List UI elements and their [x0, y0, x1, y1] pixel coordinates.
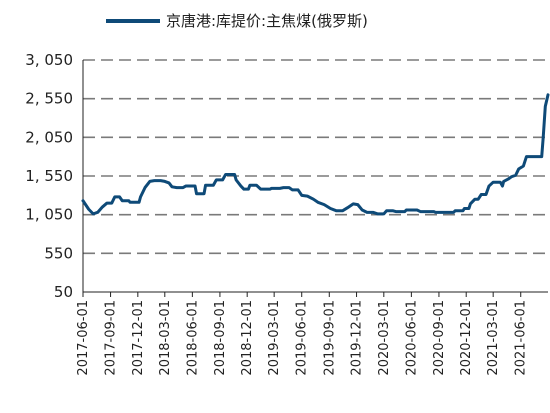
axes	[82, 60, 548, 293]
x-tick-label: 2018-06-01	[185, 300, 200, 376]
x-tick-label: 2020-12-01	[459, 300, 474, 376]
x-tick-label: 2020-06-01	[404, 300, 419, 376]
y-tick-label: 2, 050	[25, 128, 73, 146]
series-layer	[81, 93, 550, 216]
x-tick-label: 2020-03-01	[377, 300, 392, 376]
y-axis-ticks: 50 550 1, 050 1, 550 2, 050 2, 550 3, 050	[25, 51, 73, 301]
legend: 京唐港:库提价:主焦煤(俄罗斯)	[106, 12, 368, 30]
x-tick-label: 2017-09-01	[104, 300, 119, 376]
gridlines	[83, 59, 548, 255]
legend-label: 京唐港:库提价:主焦煤(俄罗斯)	[166, 12, 368, 30]
y-tick-label: 1, 050	[25, 206, 73, 224]
y-tick-label: 1, 550	[25, 167, 73, 185]
x-tick-label: 2019-06-01	[295, 300, 310, 376]
series-line	[81, 93, 550, 216]
x-axis-ticks: 2017-06-01 2017-09-01 2017-12-01 2018-03-01…	[76, 292, 529, 376]
x-tick-label: 2019-12-01	[350, 300, 365, 376]
x-tick-label: 2018-09-01	[213, 300, 228, 376]
y-tick-label: 50	[54, 283, 73, 301]
x-tick-label: 2021-03-01	[486, 300, 501, 376]
x-tick-label: 2020-09-01	[432, 300, 447, 376]
x-tick-label: 2017-06-01	[76, 300, 91, 376]
x-tick-label: 2019-09-01	[322, 300, 337, 376]
x-tick-label: 2021-06-01	[514, 300, 529, 376]
y-tick-label: 550	[44, 244, 73, 262]
x-tick-label: 2018-03-01	[158, 300, 173, 376]
x-tick-label: 2019-03-01	[267, 300, 282, 376]
x-tick-label: 2018-12-01	[240, 300, 255, 376]
x-tick-label: 2017-12-01	[131, 300, 146, 376]
y-tick-label: 2, 550	[25, 90, 73, 108]
y-tick-label: 3, 050	[25, 51, 73, 69]
